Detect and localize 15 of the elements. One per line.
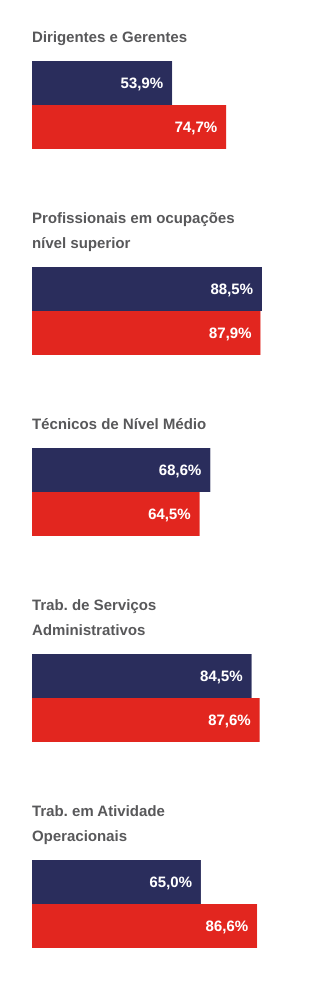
chart-title: Trab. de Serviços Administrativos (32, 597, 156, 639)
data-label: 68,6% (158, 462, 202, 479)
chart-title: Trab. em Atividade Operacionais (32, 803, 165, 845)
data-label: 87,6% (208, 712, 251, 729)
chart-title: Dirigentes e Gerentes (32, 29, 188, 46)
data-label: 74,7% (174, 119, 218, 136)
data-label: 84,5% (200, 668, 243, 685)
chart-title: Técnicos de Nível Médio (32, 416, 206, 433)
data-label: 87,9% (208, 325, 252, 342)
data-label: 64,5% (148, 506, 191, 523)
data-label: 53,9% (120, 75, 164, 92)
data-label: 65,0% (149, 874, 192, 891)
data-label: 88,5% (210, 281, 253, 298)
data-label: 86,6% (206, 918, 248, 935)
chart-title: Profissionais em ocupações nível superior (32, 210, 235, 252)
